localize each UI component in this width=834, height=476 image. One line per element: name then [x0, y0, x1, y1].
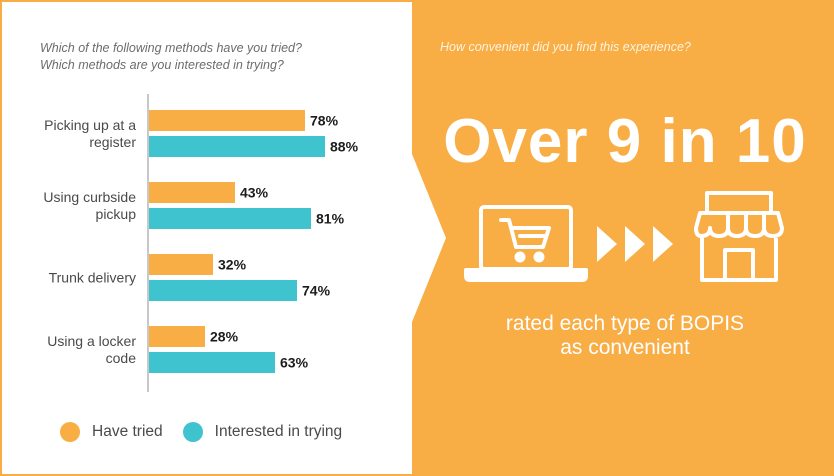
category-label-line: code — [106, 350, 137, 366]
chart-legend: Have tried Interested in trying — [60, 422, 362, 442]
category-label-line: Trunk delivery — [49, 270, 136, 286]
bar-chart: Picking up at a register 78% 88% Using curbs… — [43, 94, 359, 392]
triple-arrow-icon — [597, 226, 673, 262]
data-label: 43% — [240, 185, 269, 201]
category-label-line: register — [89, 134, 136, 150]
category-label-line: pickup — [96, 206, 137, 222]
bar-have-tried — [149, 110, 305, 131]
survey-question-line-1: Which of the following methods have you … — [40, 41, 302, 55]
bar-have-tried — [149, 182, 235, 203]
legend-swatch-have-tried — [60, 422, 80, 442]
headline-stat: Over 9 in 10 — [443, 107, 807, 176]
category-label: Using a locker code — [47, 333, 136, 366]
data-label: 32% — [218, 257, 247, 273]
legend-item-interested: Interested in trying — [182, 422, 343, 442]
legend-label-have-tried: Have tried — [92, 423, 163, 440]
data-label: 28% — [210, 329, 239, 345]
headline-subtitle: rated each type of BOPIS as convenient — [440, 312, 810, 360]
storefront-icon — [694, 191, 784, 282]
legend-item-have-tried: Have tried — [60, 422, 163, 442]
data-label: 63% — [280, 355, 309, 371]
subtitle-line-1: rated each type of BOPIS — [505, 312, 745, 335]
bar-have-tried — [149, 326, 205, 347]
bar-interested — [149, 208, 311, 229]
survey-question-line-2: Which methods are you interested in tryi… — [40, 58, 284, 72]
bar-interested — [149, 280, 297, 301]
category-label: Using curbside pickup — [43, 189, 136, 222]
legend-swatch-interested — [182, 422, 203, 442]
bar-interested — [149, 352, 275, 373]
bar-interested — [149, 136, 325, 157]
data-label: 74% — [302, 283, 331, 299]
survey-question: Which of the following methods have you … — [40, 40, 400, 74]
survey-panel: Which of the following methods have you … — [0, 0, 412, 476]
bar-have-tried — [149, 254, 213, 275]
data-label: 81% — [316, 211, 345, 227]
convenience-question: How convenient did you find this experie… — [440, 40, 691, 54]
legend-label-interested: Interested in trying — [214, 423, 343, 440]
subtitle-line-2: as convenient — [560, 336, 690, 359]
category-label-line: Using curbside — [43, 189, 136, 205]
data-label: 88% — [330, 139, 359, 155]
category-label-line: Using a locker — [47, 333, 136, 349]
data-label: 78% — [310, 113, 339, 129]
panel-background — [412, 0, 834, 476]
category-label-line: Picking up at a — [44, 117, 136, 133]
laptop-cart-icon — [464, 205, 588, 282]
category-label: Trunk delivery — [49, 270, 136, 286]
category-label: Picking up at a register — [44, 117, 136, 150]
